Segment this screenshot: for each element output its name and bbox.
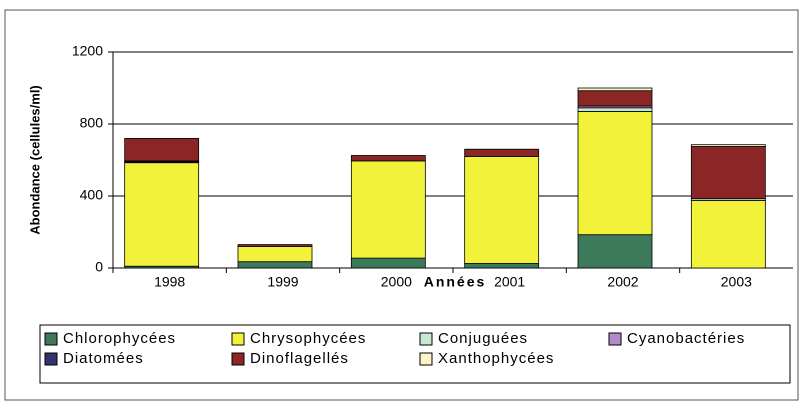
legend-label: Cyanobactéries (627, 330, 745, 347)
legend-label: Xanthophycées (438, 350, 554, 367)
bar-segment (237, 244, 313, 247)
bar-segment (124, 137, 200, 162)
y-tick-label: 0 (95, 259, 103, 275)
legend-swatch (44, 332, 58, 346)
legend-swatch (231, 332, 245, 346)
legend-swatch (231, 352, 245, 366)
legend-label: Diatomées (63, 350, 144, 367)
x-tick-label: 2003 (721, 274, 752, 290)
legend-swatch (608, 332, 622, 346)
y-tick-label: 400 (80, 187, 104, 203)
x-tick-label: 2001 (494, 274, 525, 290)
x-tick-label: 2002 (607, 274, 638, 290)
bar-segment (577, 107, 653, 112)
x-tick-label: 2000 (381, 274, 412, 290)
bar-segment (350, 160, 426, 259)
bar-segment (464, 155, 540, 264)
bar-segment (464, 263, 540, 269)
x-tick-label: 1998 (154, 274, 185, 290)
legend-label: Conjuguées (438, 330, 528, 347)
bar-segment (690, 144, 766, 147)
legend-swatch (419, 332, 433, 346)
bar-segment (577, 87, 653, 92)
x-tick-label: 1999 (267, 274, 298, 290)
bar-segment (577, 234, 653, 269)
bar-segment (577, 111, 653, 236)
x-axis-title: Années (424, 274, 487, 290)
bar-segment (350, 155, 426, 162)
bar-segment (690, 146, 766, 200)
legend-label: Dinoflagellés (250, 350, 349, 367)
bar-segment (237, 245, 313, 263)
y-tick-label: 800 (80, 115, 104, 131)
legend-swatch (419, 352, 433, 366)
legend-swatch (44, 352, 58, 366)
legend-label: Chrysophycées (250, 330, 366, 347)
legend-label: Chlorophycées (63, 330, 176, 347)
bar-segment (237, 261, 313, 269)
y-axis-title: Abondance (cellules/ml) (27, 85, 42, 235)
legend-box (39, 324, 791, 384)
y-tick-label: 1200 (72, 43, 103, 59)
bar-segment (464, 148, 540, 157)
bar-segment (690, 200, 766, 269)
bar-segment (124, 162, 200, 267)
bar-segment (350, 257, 426, 269)
bar-segment (577, 90, 653, 107)
